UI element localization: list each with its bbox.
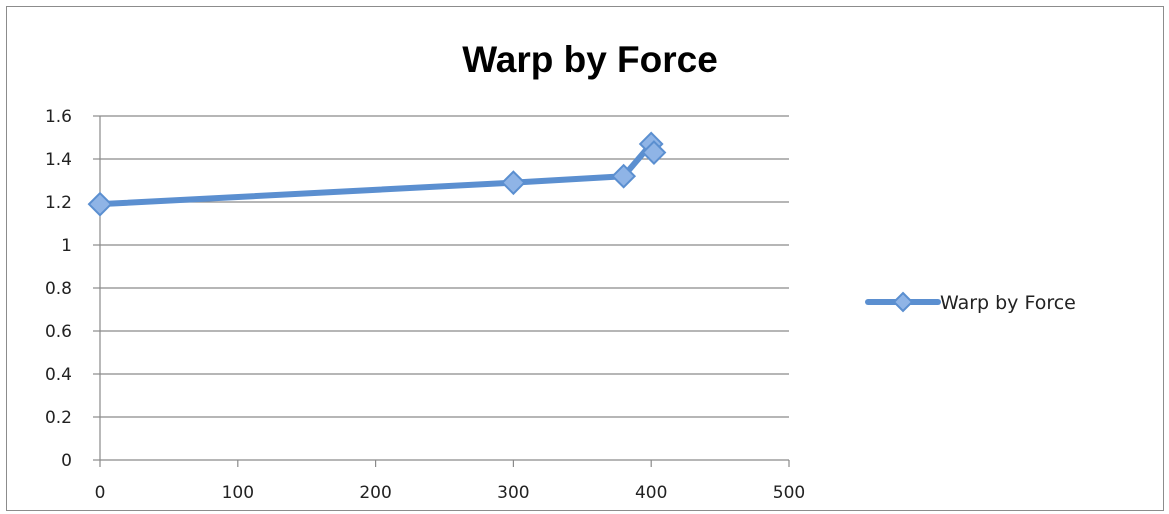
axes xyxy=(93,115,790,467)
data-point xyxy=(500,170,526,196)
series-layer xyxy=(87,131,667,217)
legend-label: Warp by Force xyxy=(940,292,1076,314)
y-tick-label: 0.4 xyxy=(45,365,72,385)
y-tick-label: 1.4 xyxy=(45,150,72,170)
y-tick-label: 0.2 xyxy=(45,408,72,428)
x-tick-label: 200 xyxy=(359,483,391,503)
data-point xyxy=(87,191,113,217)
grid-lines xyxy=(100,115,789,418)
chart-title: Warp by Force xyxy=(462,39,718,80)
x-tick-label: 400 xyxy=(635,483,667,503)
y-tick-label: 1.2 xyxy=(45,193,72,213)
series-line xyxy=(97,140,657,208)
y-tick-labels: 0 0.2 0.4 0.6 0.8 1 1.2 1.4 1.6 xyxy=(45,107,72,471)
y-tick-label: 1 xyxy=(61,236,72,256)
y-tick-label: 0.6 xyxy=(45,322,72,342)
y-tick-label: 0 xyxy=(61,451,72,471)
x-tick-label: 100 xyxy=(222,483,254,503)
data-point xyxy=(611,163,637,189)
x-tick-label: 0 xyxy=(95,483,106,503)
x-tick-label: 500 xyxy=(773,483,805,503)
data-point xyxy=(641,140,667,165)
chart-area xyxy=(6,6,1164,511)
x-tick-labels: 0 100 200 300 400 500 xyxy=(95,483,806,503)
legend: Warp by Force xyxy=(865,291,1076,314)
x-tick-label: 300 xyxy=(497,483,529,503)
y-tick-label: 0.8 xyxy=(45,279,72,299)
y-tick-label: 1.6 xyxy=(45,107,72,127)
legend-marker xyxy=(892,291,914,313)
